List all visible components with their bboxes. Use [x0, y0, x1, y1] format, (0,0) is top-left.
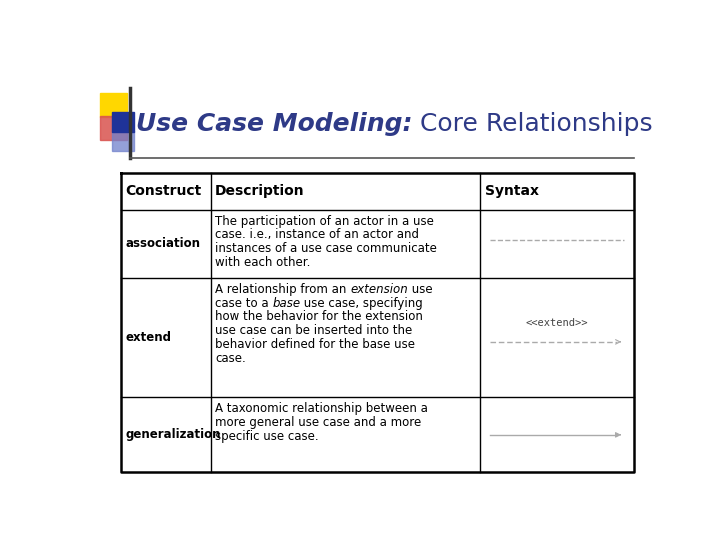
- Text: case.: case.: [215, 352, 246, 365]
- Text: use case can be inserted into the: use case can be inserted into the: [215, 324, 413, 337]
- Text: association: association: [125, 237, 200, 250]
- Text: case to a: case to a: [215, 296, 272, 310]
- Text: use: use: [408, 283, 433, 296]
- Text: with each other.: with each other.: [215, 255, 310, 269]
- Text: case. i.e., instance of an actor and: case. i.e., instance of an actor and: [215, 228, 419, 241]
- Text: use case, specifying: use case, specifying: [300, 296, 423, 310]
- Text: Use Case Modeling:: Use Case Modeling:: [136, 112, 413, 136]
- Text: The participation of an actor in a use: The participation of an actor in a use: [215, 214, 434, 227]
- Bar: [100, 93, 127, 117]
- Text: A taxonomic relationship between a: A taxonomic relationship between a: [215, 402, 428, 415]
- Text: Core Relationships: Core Relationships: [413, 112, 653, 136]
- Text: extend: extend: [125, 331, 171, 344]
- Text: instances of a use case communicate: instances of a use case communicate: [215, 242, 437, 255]
- Text: generalization: generalization: [125, 428, 220, 441]
- Bar: [112, 112, 133, 132]
- Text: more general use case and a more: more general use case and a more: [215, 416, 421, 429]
- Text: specific use case.: specific use case.: [215, 430, 319, 443]
- Text: <<extend>>: <<extend>>: [526, 318, 588, 328]
- Text: Construct: Construct: [125, 184, 202, 198]
- Text: Syntax: Syntax: [485, 184, 539, 198]
- Text: Description: Description: [215, 184, 305, 198]
- Text: how the behavior for the extension: how the behavior for the extension: [215, 310, 423, 323]
- Bar: [112, 131, 133, 151]
- Text: behavior defined for the base use: behavior defined for the base use: [215, 338, 415, 351]
- Bar: [100, 116, 127, 140]
- Text: A relationship from an: A relationship from an: [215, 283, 350, 296]
- Text: extension: extension: [350, 283, 408, 296]
- Text: base: base: [272, 296, 300, 310]
